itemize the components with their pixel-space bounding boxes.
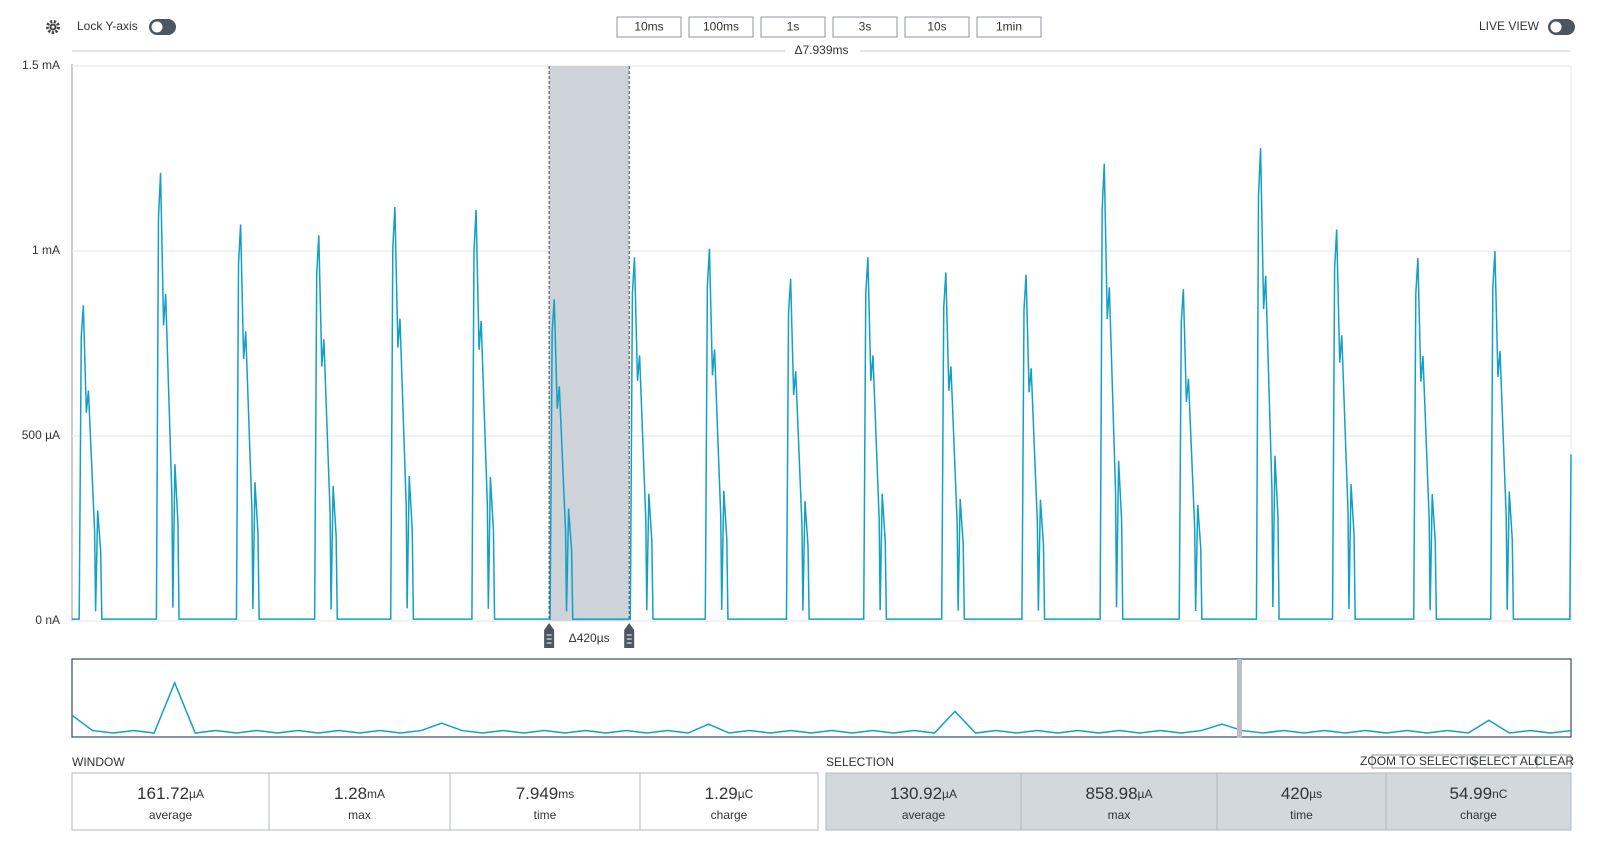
range-button[interactable]: 10ms	[616, 16, 682, 38]
stat-label: time	[534, 808, 557, 822]
stat-label: average	[149, 808, 193, 822]
y-tick-label: 1 mA	[32, 243, 60, 257]
range-button-box	[616, 16, 682, 38]
y-tick-label: 0 nA	[35, 613, 60, 627]
range-button-label: 10ms	[634, 20, 663, 34]
range-button-box	[832, 16, 898, 38]
selection-button[interactable]: CLEAR	[1534, 754, 1574, 769]
range-button[interactable]: 1s	[760, 16, 826, 38]
stat-label: average	[902, 808, 946, 822]
stat-number: 1.29	[705, 784, 738, 803]
range-button-label: 10s	[927, 20, 946, 34]
range-button-label: 1s	[787, 20, 800, 34]
stat-unit: ms	[558, 787, 574, 801]
stat-unit: µC	[738, 787, 754, 801]
span-label: Δ7.939ms	[794, 43, 848, 57]
lock-label: Lock Y-axis	[77, 19, 138, 33]
stat-value: 54.99nC	[1450, 784, 1508, 803]
selection-handle[interactable]	[544, 623, 555, 648]
range-button[interactable]: 1min	[976, 16, 1042, 38]
y-tick-label: 1.5 mA	[22, 58, 60, 72]
stat-unit: µs	[1309, 787, 1322, 801]
stat-unit: µA	[942, 787, 957, 801]
selection-button-box	[1536, 754, 1572, 769]
panel-title: SELECTION	[826, 755, 894, 769]
data-line	[71, 680, 1572, 734]
stat-value: 1.28mA	[334, 784, 385, 803]
stat-label: max	[1108, 808, 1131, 822]
panel-box	[825, 772, 1572, 831]
stat-value: 7.949ms	[516, 784, 575, 803]
window-marker[interactable]	[1237, 659, 1242, 738]
stat-number: 7.949	[516, 784, 559, 803]
stat-number: 161.72	[137, 784, 189, 803]
range-button-box	[976, 16, 1042, 38]
toggle-knob	[1550, 21, 1562, 33]
stat-value: 161.72µA	[137, 784, 204, 803]
stat-number: 858.98	[1086, 784, 1138, 803]
range-button-label: 3s	[859, 20, 872, 34]
stat-unit: µA	[189, 787, 204, 801]
range-button-label: 1min	[996, 20, 1022, 34]
settings-button[interactable]	[46, 20, 60, 34]
stat-value: 130.92µA	[890, 784, 957, 803]
range-button-box	[760, 16, 826, 38]
stat-unit: µA	[1138, 787, 1153, 801]
selection-area	[549, 66, 630, 621]
stat-number: 420	[1281, 784, 1309, 803]
toggle-knob	[151, 21, 163, 33]
stat-unit: mA	[367, 787, 385, 801]
panel-title: WINDOW	[72, 755, 125, 769]
range-button-box	[688, 16, 754, 38]
range-button[interactable]: 10s	[904, 16, 970, 38]
y-tick-label: 500 µA	[22, 428, 60, 442]
live-view-toggle[interactable]	[1548, 19, 1575, 35]
data-line	[72, 148, 1572, 620]
selection-button-label: ZOOM TO SELECTION	[1360, 754, 1487, 768]
stat-number: 130.92	[890, 784, 942, 803]
stat-unit: nC	[1492, 787, 1508, 801]
stat-label: charge	[1460, 808, 1497, 822]
selection-button[interactable]: ZOOM TO SELECTION	[1360, 754, 1487, 769]
range-button-box	[904, 16, 970, 38]
stat-value: 1.29µC	[705, 784, 754, 803]
range-button-label: 100ms	[703, 20, 739, 34]
lock-y-toggle[interactable]	[149, 19, 176, 35]
selection-button[interactable]: SELECT ALL	[1471, 754, 1542, 769]
selection-handle[interactable]	[624, 623, 635, 648]
range-button[interactable]: 100ms	[688, 16, 754, 38]
selection-button-label: SELECT ALL	[1471, 754, 1542, 768]
stat-value: 420µs	[1281, 784, 1322, 803]
overview-frame	[71, 658, 1572, 738]
stat-value: 858.98µA	[1086, 784, 1153, 803]
stat-label: time	[1290, 808, 1313, 822]
stat-label: max	[348, 808, 371, 822]
live-view-label: LIVE VIEW	[1479, 19, 1540, 33]
selection-label: Δ420µs	[569, 631, 610, 645]
stat-number: 54.99	[1450, 784, 1493, 803]
selection-button-label: CLEAR	[1534, 754, 1574, 768]
stat-label: charge	[711, 808, 748, 822]
range-button[interactable]: 3s	[832, 16, 898, 38]
panel-box	[71, 772, 819, 831]
stat-number: 1.28	[334, 784, 367, 803]
